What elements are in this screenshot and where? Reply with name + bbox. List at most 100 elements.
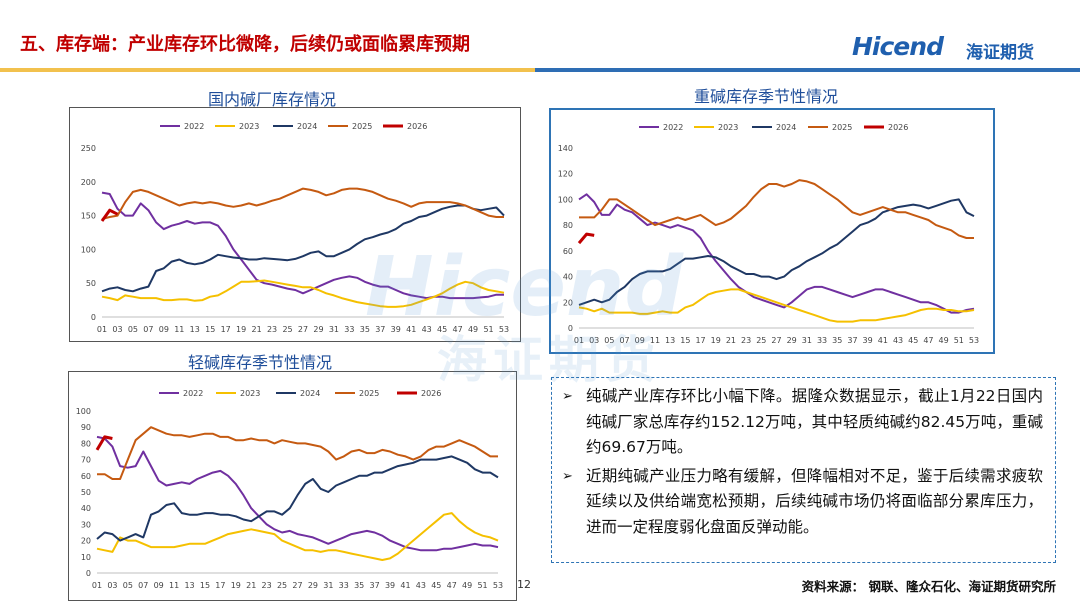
x-tick-label: 47 bbox=[453, 325, 463, 334]
y-tick-label: 0 bbox=[568, 324, 573, 333]
x-tick-label: 27 bbox=[292, 581, 302, 590]
y-tick-label: 100 bbox=[558, 195, 573, 204]
legend-label-2022: 2022 bbox=[184, 122, 204, 131]
y-tick-label: 50 bbox=[86, 279, 96, 288]
x-tick-label: 35 bbox=[354, 581, 364, 590]
x-tick-label: 39 bbox=[391, 325, 401, 334]
x-tick-label: 05 bbox=[604, 336, 614, 345]
series-line-2024 bbox=[578, 198, 975, 306]
series-line-2023 bbox=[578, 288, 975, 323]
commentary-text-inventory: 纯碱产业库存环比小幅下降。据隆众数据显示，截止1月22日国内纯碱厂家总库存约15… bbox=[586, 387, 1043, 456]
x-tick-label: 31 bbox=[329, 325, 339, 334]
x-tick-label: 47 bbox=[447, 581, 457, 590]
x-tick-label: 53 bbox=[969, 336, 979, 345]
logo-word: Hicend bbox=[852, 32, 944, 61]
series-line-2024 bbox=[101, 204, 505, 293]
x-tick-label: 23 bbox=[262, 581, 272, 590]
legend-label-2025: 2025 bbox=[359, 389, 379, 398]
legend-label-2022: 2022 bbox=[663, 123, 683, 132]
chart-dense-ash: 0 20 40 60 80 100 120 140 01 03 05 07 09 11 13 15 17 19 21… bbox=[549, 108, 995, 354]
y-tick-label: 10 bbox=[81, 553, 91, 562]
series-line-2023 bbox=[96, 512, 499, 561]
x-tick-label: 39 bbox=[385, 581, 395, 590]
y-tick-label: 50 bbox=[81, 488, 91, 497]
arrow-bullet-icon: ➢ bbox=[562, 468, 573, 484]
x-tick-label: 15 bbox=[200, 581, 210, 590]
y-tick-label: 100 bbox=[76, 407, 91, 416]
x-tick-label: 51 bbox=[483, 325, 493, 334]
x-tick-label: 01 bbox=[97, 325, 107, 334]
y-tick-label: 90 bbox=[81, 423, 91, 432]
y-tick-label: 80 bbox=[563, 221, 573, 230]
chart-title-light-ash: 轻碱库存季节性情况 bbox=[188, 353, 333, 372]
y-tick-label: 60 bbox=[81, 472, 91, 481]
x-tick-label: 05 bbox=[128, 325, 138, 334]
x-tick-label: 15 bbox=[205, 325, 215, 334]
y-tick-label: 40 bbox=[563, 273, 573, 282]
legend-label-2023: 2023 bbox=[240, 389, 260, 398]
x-tick-label: 21 bbox=[252, 325, 262, 334]
chart-light-ash: 0 10 20 30 40 50 60 70 80 90 100 01 03 05 07 09 11 13 15 17… bbox=[68, 371, 517, 601]
x-tick-label: 33 bbox=[339, 581, 349, 590]
x-tick-label: 43 bbox=[416, 581, 426, 590]
series-line-2025 bbox=[579, 179, 974, 239]
x-tick-label: 45 bbox=[431, 581, 441, 590]
legend-label-2022: 2022 bbox=[183, 389, 203, 398]
y-tick-label: 0 bbox=[91, 313, 96, 322]
x-tick-label: 17 bbox=[215, 581, 225, 590]
x-tick-label: 43 bbox=[893, 336, 903, 345]
series-line-2022 bbox=[101, 191, 504, 300]
page-title: 五、库存端：产业库存环比微降，后续仍或面临累库预期 bbox=[20, 34, 470, 55]
page-number: 12 bbox=[517, 578, 531, 591]
x-tick-label: 27 bbox=[771, 336, 781, 345]
x-tick-label: 03 bbox=[112, 325, 122, 334]
x-tick-label: 41 bbox=[878, 336, 888, 345]
x-tick-label: 13 bbox=[190, 325, 200, 334]
header-rule-blue bbox=[535, 68, 1080, 72]
series-line-2026 bbox=[95, 435, 113, 451]
x-tick-label: 49 bbox=[462, 581, 472, 590]
commentary-bullet: ➢ 纯碱产业库存环比小幅下降。据隆众数据显示，截止1月22日国内纯碱厂家总库存约… bbox=[560, 384, 1043, 461]
x-tick-label: 29 bbox=[308, 581, 318, 590]
chart-title-plant-inventory: 国内碱厂库存情况 bbox=[208, 90, 337, 109]
x-tick-label: 53 bbox=[499, 325, 509, 334]
x-tick-label: 01 bbox=[92, 581, 102, 590]
legend-label-2025: 2025 bbox=[832, 123, 852, 132]
x-tick-label: 19 bbox=[711, 336, 721, 345]
chart-plant-inventory-svg: 0 50 100 150 200 250 01 03 05 07 09 11 13 15 17 19 21 23 2… bbox=[81, 122, 509, 334]
x-tick-label: 29 bbox=[787, 336, 797, 345]
logo-cn: 海证期货 bbox=[966, 43, 1034, 63]
x-tick-label: 07 bbox=[138, 581, 148, 590]
series-line-2026 bbox=[100, 208, 119, 222]
header-rule-gold bbox=[0, 68, 535, 72]
series-line-2022 bbox=[578, 193, 975, 314]
legend-label-2023: 2023 bbox=[718, 123, 738, 132]
x-tick-label: 21 bbox=[726, 336, 736, 345]
x-tick-label: 09 bbox=[159, 325, 169, 334]
y-tick-label: 70 bbox=[81, 456, 91, 465]
series-line-2025 bbox=[101, 187, 504, 220]
x-tick-label: 37 bbox=[847, 336, 857, 345]
x-tick-label: 21 bbox=[246, 581, 256, 590]
y-tick-label: 250 bbox=[81, 144, 96, 153]
x-tick-label: 03 bbox=[589, 336, 599, 345]
y-tick-label: 40 bbox=[81, 504, 91, 513]
series-line-2022 bbox=[96, 435, 499, 552]
x-tick-label: 13 bbox=[665, 336, 675, 345]
x-tick-label: 19 bbox=[231, 581, 241, 590]
arrow-bullet-icon: ➢ bbox=[562, 389, 573, 404]
commentary-box: ➢ 纯碱产业库存环比小幅下降。据隆众数据显示，截止1月22日国内纯碱厂家总库存约… bbox=[551, 377, 1056, 563]
x-tick-label: 33 bbox=[344, 325, 354, 334]
source-note: 资料来源： 钢联、隆众石化、海证期货研究所 bbox=[801, 579, 1056, 594]
x-tick-label: 35 bbox=[360, 325, 370, 334]
x-tick-label: 03 bbox=[107, 581, 117, 590]
x-tick-label: 09 bbox=[154, 581, 164, 590]
y-tick-label: 140 bbox=[558, 144, 573, 153]
x-tick-label: 47 bbox=[923, 336, 933, 345]
x-tick-label: 31 bbox=[802, 336, 812, 345]
legend-label-2023: 2023 bbox=[239, 122, 259, 131]
series-line-2023 bbox=[101, 279, 505, 308]
x-tick-label: 13 bbox=[184, 581, 194, 590]
x-tick-label: 37 bbox=[375, 325, 385, 334]
y-tick-label: 30 bbox=[81, 520, 91, 529]
